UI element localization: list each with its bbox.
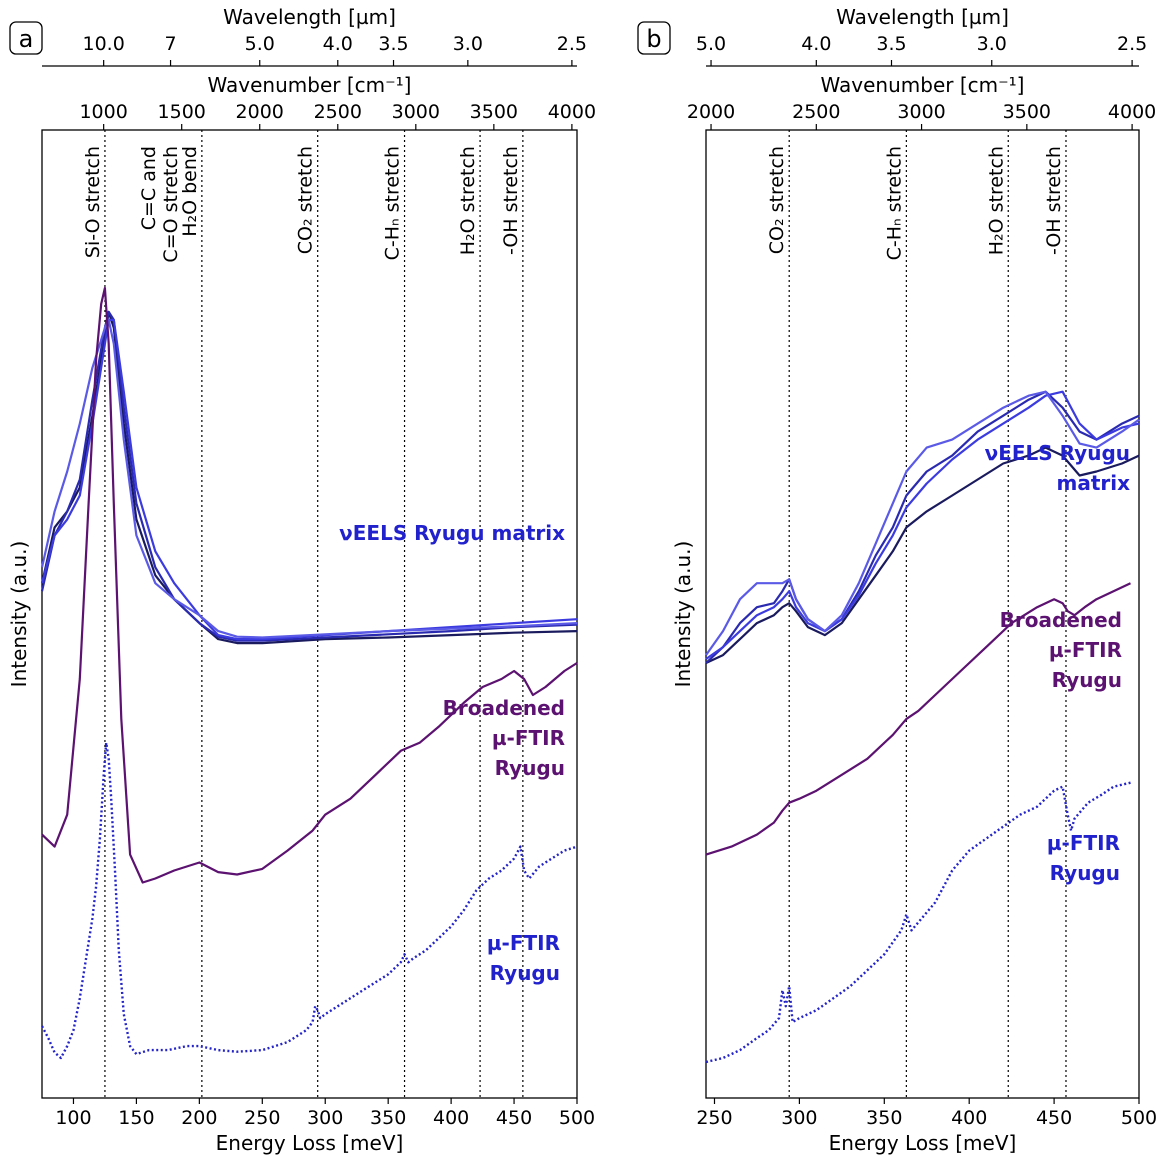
wavenumber-tick-label: 3500 — [470, 101, 518, 123]
wavelength-tick-label: 3.0 — [453, 33, 483, 55]
wavelength-tick-label: 4.0 — [801, 33, 831, 55]
annotation-label: -OH stretch — [1043, 146, 1065, 255]
y-axis-label: Intensity (a.u.) — [7, 541, 31, 688]
series-label: Ryugu — [1052, 668, 1122, 692]
wavenumber-tick-label: 2000 — [236, 101, 284, 123]
x-tick-label: 150 — [118, 1107, 154, 1129]
wavenumber-tick-label: 1000 — [79, 101, 127, 123]
wavenumber-axis-title: Wavenumber [cm⁻¹] — [208, 73, 412, 97]
series-label: µ-FTIR — [487, 931, 560, 955]
x-tick-label: 100 — [55, 1107, 91, 1129]
series-line-veels — [40, 310, 578, 642]
x-tick-label: 450 — [1036, 1107, 1072, 1129]
panel-label: b — [646, 25, 661, 53]
panel-b: b Wavelength [µm] 5.0 4.0 3.5 3.0 2.5 Wavenumbe… — [637, 5, 1157, 1155]
y-axis-label: Intensity (a.u.) — [671, 541, 695, 688]
series-label: Ryugu — [490, 961, 560, 985]
series-line-veels — [705, 446, 1140, 664]
wavenumber-tick-label: 2000 — [687, 101, 735, 123]
x-tick-label: 400 — [951, 1107, 987, 1129]
x-tick-label: 300 — [307, 1107, 343, 1129]
wavelength-tick-label: 5.0 — [245, 33, 275, 55]
series-line-veels — [40, 310, 578, 645]
annotation-label: H₂O stretch — [985, 146, 1007, 255]
x-tick-label: 350 — [370, 1107, 406, 1129]
wavelength-tick-label: 5.0 — [696, 33, 726, 55]
wavelength-tick-label: 3.0 — [977, 33, 1007, 55]
annotation-label: CO₂ stretch — [766, 146, 788, 254]
annotation-label: C=C and — [138, 146, 160, 230]
x-tick-label: 450 — [496, 1107, 532, 1129]
annotation-label: Si-O stretch — [82, 146, 104, 258]
series-line-veels — [705, 390, 1140, 656]
annotation-label: H₂O stretch — [457, 146, 479, 255]
wavelength-tick-label: 10.0 — [83, 33, 125, 55]
annotation-label: H₂O bend — [179, 146, 201, 237]
annotation-label: C=O stretch — [160, 146, 182, 263]
series-line-broadened — [41, 286, 578, 884]
series-label: Ryugu — [1050, 861, 1120, 885]
series-line-veels — [40, 318, 578, 641]
x-tick-label: 350 — [866, 1107, 902, 1129]
series-label: µ-FTIR — [1047, 831, 1120, 855]
wavenumber-axis-title: Wavenumber [cm⁻¹] — [821, 73, 1025, 97]
series-line-ftir — [40, 741, 578, 1060]
wavelength-tick-label: 2.5 — [557, 33, 587, 55]
wavelength-tick-label: 7 — [165, 33, 177, 55]
wavenumber-tick-label: 4000 — [1108, 101, 1156, 123]
series-label: µ-FTIR — [1049, 638, 1122, 662]
panel-a: a Wavelength [µm] 10.0 7 5.0 4.0 3.5 3.0 2.5 Wave… — [7, 5, 596, 1155]
panel-label-box — [637, 21, 671, 55]
wavenumber-tick-label: 3000 — [392, 101, 440, 123]
series-label: Broadened — [443, 696, 565, 720]
series-line-veels — [40, 318, 578, 639]
wavenumber-tick-label: 2500 — [314, 101, 362, 123]
annotation-label: C-Hₙ stretch — [382, 146, 404, 260]
wavelength-tick-label: 3.5 — [378, 33, 408, 55]
annotation-label: -OH stretch — [500, 146, 522, 255]
series-line-broadened — [705, 582, 1131, 856]
x-tick-label: 500 — [1121, 1107, 1157, 1129]
wavelength-axis-title: Wavelength [µm] — [836, 5, 1009, 29]
series-label: Ryugu — [495, 756, 565, 780]
annotation-label: C-Hₙ stretch — [883, 146, 905, 260]
wavelength-tick-label: 4.0 — [323, 33, 353, 55]
panel-label: a — [19, 25, 34, 53]
series-line-veels — [705, 390, 1140, 660]
x-axis-label: Energy Loss [meV] — [829, 1131, 1017, 1155]
wavenumber-tick-label: 1500 — [158, 101, 206, 123]
x-tick-label: 200 — [181, 1107, 217, 1129]
series-label: νEELS Ryugu — [985, 441, 1130, 465]
x-tick-label: 400 — [433, 1107, 469, 1129]
wavenumber-tick-label: 2500 — [792, 101, 840, 123]
x-tick-label: 500 — [559, 1107, 595, 1129]
x-tick-label: 250 — [244, 1107, 280, 1129]
plot-frame — [705, 129, 1140, 1099]
annotation-label: CO₂ stretch — [295, 146, 317, 254]
x-axis-label: Energy Loss [meV] — [216, 1131, 404, 1155]
x-tick-label: 300 — [781, 1107, 817, 1129]
series-line-veels — [705, 390, 1140, 664]
series-label: µ-FTIR — [492, 726, 565, 750]
wavenumber-tick-label: 4000 — [548, 101, 596, 123]
series-label: νEELS Ryugu matrix — [339, 521, 565, 545]
series-label: Broadened — [1000, 608, 1122, 632]
wavelength-tick-label: 3.5 — [876, 33, 906, 55]
wavenumber-tick-label: 3500 — [1003, 101, 1051, 123]
x-tick-label: 250 — [696, 1107, 732, 1129]
series-line-ftir — [705, 781, 1131, 1064]
series-label: matrix — [1056, 471, 1130, 495]
plot-frame — [41, 129, 578, 1099]
wavelength-tick-label: 2.5 — [1117, 33, 1147, 55]
panel-label-box — [9, 21, 43, 55]
wavelength-axis-title: Wavelength [µm] — [223, 5, 396, 29]
wavenumber-tick-label: 3000 — [897, 101, 945, 123]
